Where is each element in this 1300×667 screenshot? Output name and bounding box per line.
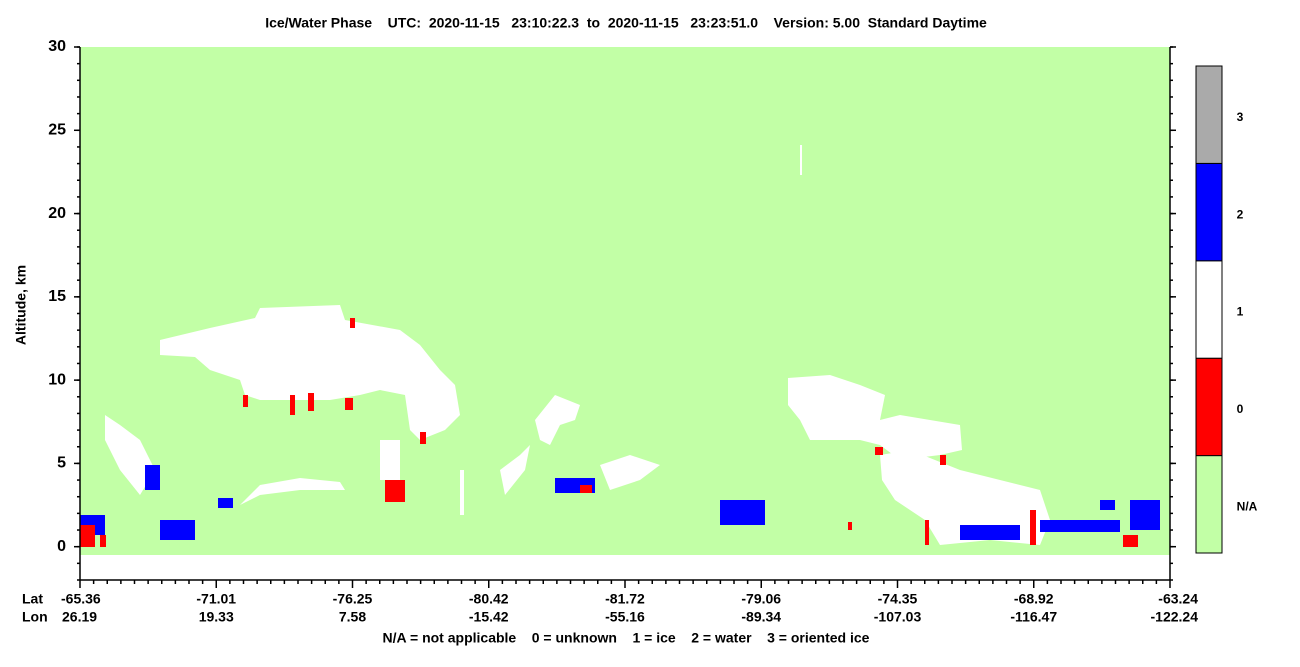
y-tick-label: 15	[48, 288, 66, 305]
cloud-cell	[1030, 510, 1036, 545]
colorbar-label: 2	[1237, 207, 1244, 221]
lat-label: -81.72	[605, 591, 645, 607]
colorbar-label: N/A	[1237, 499, 1258, 513]
plot-area	[80, 47, 1170, 555]
lon-label: -55.16	[605, 609, 645, 625]
lon-row-label: Lon	[22, 609, 48, 625]
colorbar-segment	[1195, 260, 1223, 359]
cloud-cell	[925, 520, 929, 545]
y-tick-label: 20	[48, 205, 66, 222]
chart-title: Ice/Water Phase UTC: 2020-11-15 23:10:22…	[265, 15, 987, 31]
cloud-cell	[160, 520, 195, 540]
cloud-cell	[960, 525, 1020, 540]
colorbar-segment	[1195, 357, 1223, 457]
cloud-cell	[380, 440, 400, 480]
cloud-cell	[848, 522, 852, 530]
y-tick-label: 25	[48, 122, 66, 139]
cloud-cell	[243, 395, 248, 407]
lat-label: -71.01	[196, 591, 236, 607]
cloud	[880, 450, 1050, 545]
lat-label: -68.92	[1014, 591, 1054, 607]
cloud-cell	[385, 480, 405, 502]
legend-text: N/A = not applicable 0 = unknown 1 = ice…	[383, 630, 870, 646]
colorbar-segment	[1195, 162, 1223, 262]
lat-label: -74.35	[878, 591, 918, 607]
cloud	[600, 455, 660, 490]
cloud-cell	[460, 470, 464, 515]
colorbar-label: 3	[1237, 110, 1244, 124]
y-tick-label: 5	[57, 455, 66, 472]
cloud-cell	[218, 498, 233, 508]
lon-label: -122.24	[1151, 609, 1199, 625]
y-tick-label: 10	[48, 371, 66, 388]
cloud-cell	[420, 432, 426, 444]
y-tick-label: 0	[57, 538, 66, 555]
lat-label: -80.42	[469, 591, 509, 607]
cloud-cell	[1123, 535, 1138, 547]
cloud-cell	[720, 500, 765, 525]
cloud	[788, 375, 962, 460]
lat-label: -65.36	[61, 591, 101, 607]
lat-row-label: Lat	[22, 591, 43, 607]
cloud	[105, 415, 155, 495]
lon-label: 7.58	[339, 609, 366, 625]
lon-label: -107.03	[874, 609, 922, 625]
colorbar-segment	[1195, 65, 1223, 164]
y-axis-label: Altitude, km	[13, 265, 29, 345]
lon-label: -89.34	[741, 609, 781, 625]
lon-label: 19.33	[199, 609, 234, 625]
cloud-cell	[800, 145, 802, 175]
cloud-cell	[1130, 500, 1160, 530]
lon-label: -116.47	[1010, 609, 1057, 625]
cloud-cell	[145, 465, 160, 490]
cloud-cell	[940, 455, 946, 465]
cloud-cell	[308, 393, 314, 411]
cloud	[160, 305, 460, 440]
cloud-cell	[1040, 520, 1120, 532]
cloud-cell	[875, 447, 883, 455]
cloud	[535, 395, 580, 445]
cloud-cell	[290, 395, 295, 415]
colorbar-label: 0	[1237, 402, 1244, 416]
y-tick-label: 30	[48, 38, 66, 55]
lat-label: -79.06	[741, 591, 781, 607]
cloud	[240, 478, 345, 505]
lon-label: 26.19	[62, 609, 97, 625]
cloud	[500, 445, 530, 495]
colorbar-segment	[1195, 455, 1223, 554]
lat-label: -63.24	[1158, 591, 1198, 607]
lon-label: -15.42	[469, 609, 509, 625]
colorbar-label: 1	[1237, 305, 1244, 319]
cloud-cell	[1100, 500, 1115, 510]
cloud-cell	[345, 398, 353, 410]
lat-label: -76.25	[333, 591, 373, 607]
cloud-cell	[350, 318, 355, 328]
cloud-cell	[100, 535, 106, 547]
cloud-cell	[80, 525, 95, 547]
cloud-cell	[580, 485, 592, 493]
